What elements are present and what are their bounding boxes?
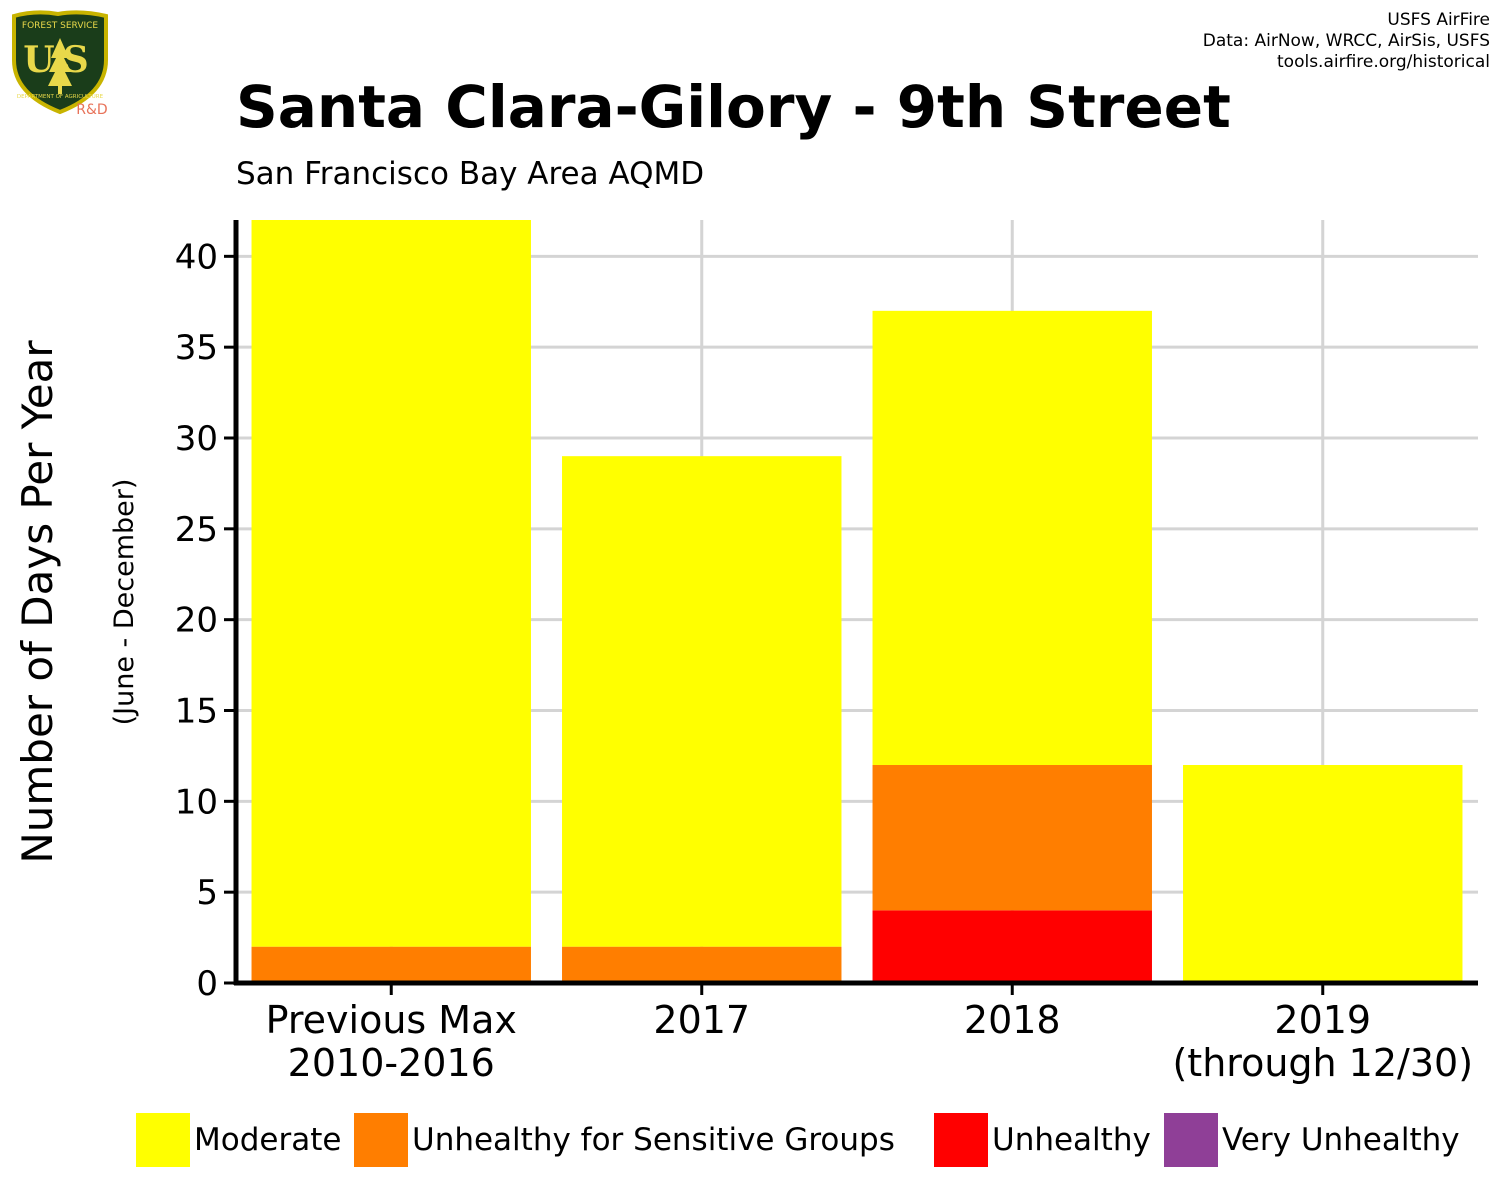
y-tick-label: 15 — [175, 692, 218, 732]
x-tick-label: 2018 — [964, 998, 1061, 1042]
chart-subtitle: San Francisco Bay Area AQMD — [236, 156, 705, 192]
legend-label: Very Unhealthy — [1222, 1122, 1460, 1158]
legend-swatch — [934, 1113, 988, 1167]
y-tick-label: 0 — [196, 964, 218, 1004]
x-tick-label: 2019 — [1274, 998, 1371, 1042]
legend-swatch — [354, 1113, 408, 1167]
credit-line: tools.airfire.org/historical — [1277, 52, 1490, 72]
credit-line: Data: AirNow, WRCC, AirSis, USFS — [1202, 31, 1490, 51]
logo-top-text: FOREST SERVICE — [22, 21, 99, 31]
y-axis-title: Number of Days Per Year — [13, 340, 62, 864]
y-tick-label: 25 — [175, 510, 218, 550]
legend-swatch — [1164, 1113, 1218, 1167]
axes — [224, 220, 1478, 995]
bar-segment — [562, 456, 842, 947]
y-tick-label: 10 — [175, 782, 218, 822]
x-tick-label: 2017 — [653, 998, 750, 1042]
legend-label: Unhealthy — [992, 1122, 1151, 1158]
bar-segment — [251, 220, 531, 947]
logo-bottom-text: DEPARTMENT OF AGRICULTURE — [17, 94, 104, 100]
x-tick-label: Previous Max — [266, 998, 517, 1042]
legend-swatch — [136, 1113, 190, 1167]
bar-segment — [872, 310, 1152, 765]
x-tick-label: (through 12/30) — [1172, 1041, 1473, 1085]
y-tick-label: 20 — [175, 601, 218, 641]
data-credits: USFS AirFire Data: AirNow, WRCC, AirSis,… — [1203, 10, 1490, 73]
tree-icon — [48, 38, 72, 94]
credit-line: USFS AirFire — [1387, 10, 1490, 30]
logo-rd-tag: R&D — [76, 102, 107, 118]
legend-label: Moderate — [194, 1122, 342, 1158]
bars — [251, 220, 1463, 983]
y-tick-label: 5 — [196, 873, 218, 913]
y-tick-label: 40 — [175, 237, 218, 277]
x-tick-label: 2010-2016 — [288, 1041, 495, 1085]
y-tick-label: 35 — [175, 328, 218, 368]
bar-segment — [1183, 765, 1463, 983]
bar-segment — [872, 910, 1152, 983]
bar-segment — [872, 765, 1152, 911]
forest-service-logo: FOREST SERVICE US DEPARTMENT OF AGRICULT… — [12, 10, 108, 118]
bar-segment — [251, 946, 531, 983]
legend-label: Unhealthy for Sensitive Groups — [412, 1122, 895, 1158]
legend: Moderate Unhealthy for Sensitive Groups Un… — [0, 1110, 1500, 1170]
y-tick-label: 30 — [175, 419, 218, 459]
y-axis-subtitle: (June - December) — [109, 479, 140, 726]
chart-title: Santa Clara-Gilory - 9th Street — [236, 73, 1231, 141]
bar-segment — [562, 946, 842, 983]
